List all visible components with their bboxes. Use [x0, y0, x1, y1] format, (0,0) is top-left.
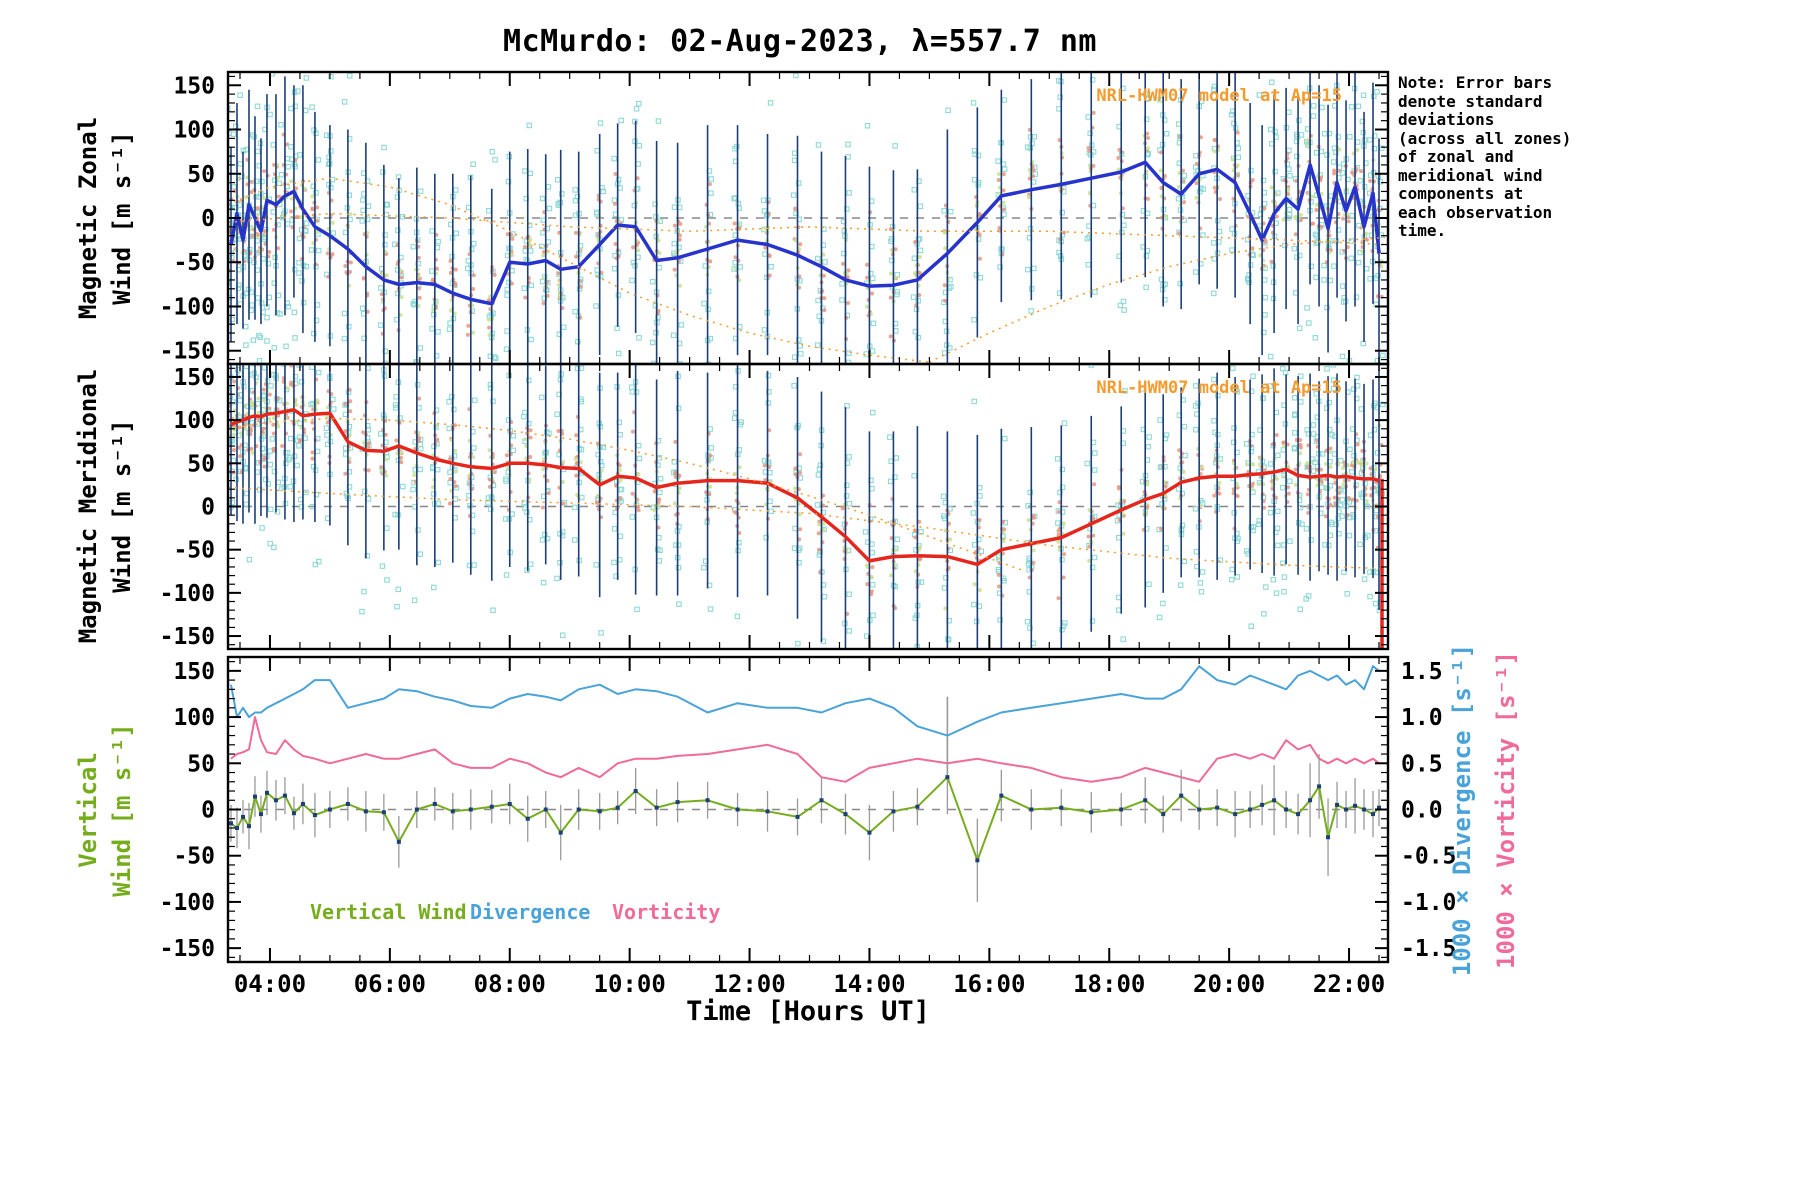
legend-vertical-wind: Vertical Wind: [310, 900, 467, 924]
svg-text:08:00: 08:00: [474, 970, 546, 998]
svg-text:16:00: 16:00: [953, 970, 1025, 998]
legend-vorticity: Vorticity: [612, 900, 721, 924]
svg-text:0: 0: [201, 495, 215, 521]
svg-text:50: 50: [187, 162, 215, 188]
svg-text:150: 150: [173, 73, 215, 99]
svg-text:50: 50: [187, 751, 215, 777]
svg-text:-50: -50: [173, 250, 215, 276]
divergence-ylabel: 1000 × Divergence [s⁻¹]: [1448, 643, 1476, 977]
svg-text:20:00: 20:00: [1193, 970, 1265, 998]
svg-text:100: 100: [173, 705, 215, 731]
vertical-ylabel-line1: Vertical: [74, 752, 102, 868]
svg-text:-150: -150: [160, 936, 215, 962]
svg-text:0.0: 0.0: [1401, 798, 1443, 824]
svg-text:100: 100: [173, 118, 215, 144]
x-axis-title: Time [Hours UT]: [686, 996, 930, 1027]
meridional-ylabel-line1: Magnetic Meridional: [74, 368, 102, 644]
svg-text:100: 100: [173, 408, 215, 434]
svg-text:10:00: 10:00: [594, 970, 666, 998]
svg-text:-100: -100: [160, 294, 215, 320]
svg-text:1.5: 1.5: [1401, 659, 1443, 685]
svg-text:0.5: 0.5: [1401, 751, 1443, 777]
svg-text:-50: -50: [173, 844, 215, 870]
svg-text:-1.5: -1.5: [1401, 936, 1456, 962]
svg-text:12:00: 12:00: [713, 970, 785, 998]
note-text: Note: Error bars denote standard deviati…: [1398, 73, 1572, 241]
svg-text:150: 150: [173, 365, 215, 391]
model-label-meridional: NRL-HWM07 model at Ap=15: [1096, 378, 1342, 398]
svg-text:-1.0: -1.0: [1401, 890, 1456, 916]
svg-text:18:00: 18:00: [1073, 970, 1145, 998]
svg-text:-100: -100: [160, 581, 215, 607]
svg-text:0: 0: [201, 206, 215, 232]
svg-text:-50: -50: [173, 538, 215, 564]
svg-text:06:00: 06:00: [354, 970, 426, 998]
model-label-zonal: NRL-HWM07 model at Ap=15: [1096, 86, 1342, 106]
svg-text:150: 150: [173, 659, 215, 685]
svg-text:14:00: 14:00: [833, 970, 905, 998]
svg-text:50: 50: [187, 451, 215, 477]
svg-text:22:00: 22:00: [1313, 970, 1385, 998]
svg-text:04:00: 04:00: [234, 970, 306, 998]
svg-text:0: 0: [201, 798, 215, 824]
svg-text:-100: -100: [160, 890, 215, 916]
zonal-ylabel-line2: Wind [m s⁻¹]: [108, 131, 136, 305]
legend-divergence: Divergence: [470, 900, 591, 924]
svg-text:-150: -150: [160, 339, 215, 365]
svg-text:1.0: 1.0: [1401, 705, 1443, 731]
figure-title: McMurdo: 02-Aug-2023, λ=557.7 nm: [503, 24, 1097, 59]
zonal-ylabel-line1: Magnetic Zonal: [74, 116, 102, 320]
svg-text:-150: -150: [160, 624, 215, 650]
svg-text:-0.5: -0.5: [1401, 844, 1456, 870]
vorticity-ylabel: 1000 × Vorticity [s⁻¹]: [1492, 651, 1520, 969]
meridional-ylabel-line2: Wind [m s⁻¹]: [108, 419, 136, 593]
vertical-ylabel-line2: Wind [m s⁻¹]: [108, 723, 136, 897]
